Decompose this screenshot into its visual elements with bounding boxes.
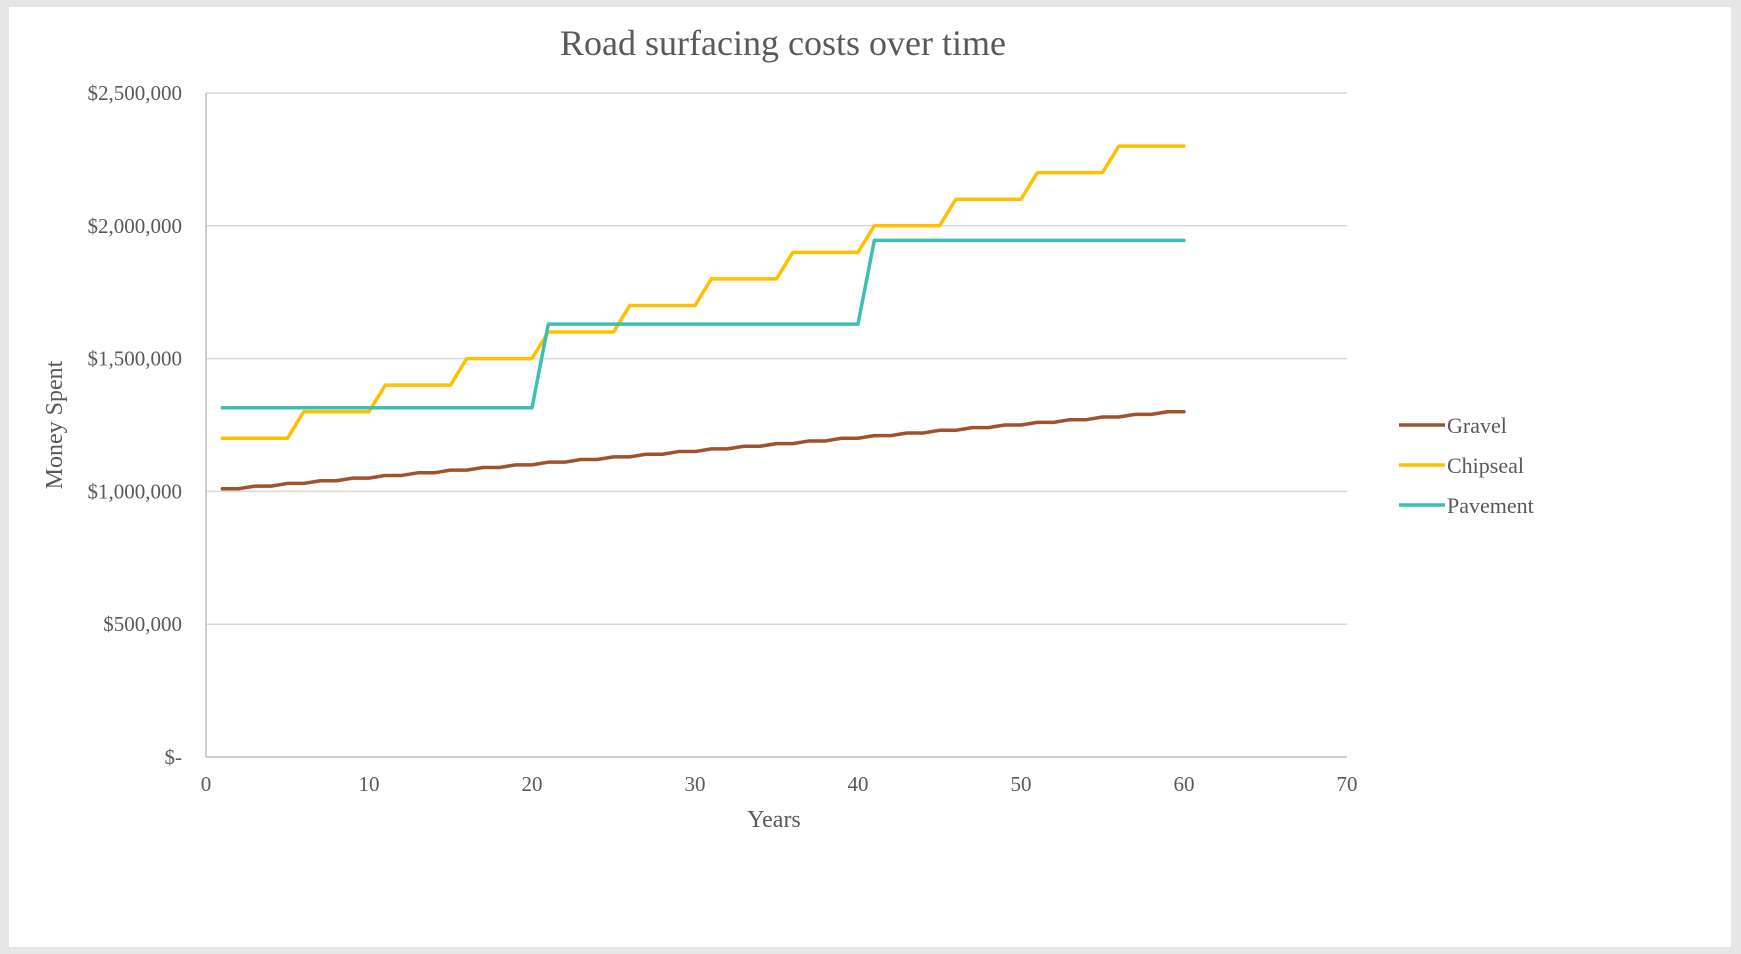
chart-title: Road surfacing costs over time — [560, 23, 1006, 63]
y-tick-label: $- — [165, 745, 183, 769]
x-tick-label: 20 — [522, 772, 543, 796]
x-tick-label: 0 — [201, 772, 212, 796]
x-tick-label: 10 — [359, 772, 380, 796]
legend: Gravel Chipseal Pavement — [1399, 413, 1534, 518]
x-tick-label: 60 — [1174, 772, 1195, 796]
legend-item-chipseal: Chipseal — [1399, 453, 1524, 478]
legend-item-pavement: Pavement — [1399, 493, 1534, 518]
series-lines — [220, 144, 1186, 491]
y-tick-label: $2,500,000 — [88, 81, 183, 105]
gridlines — [206, 92, 1347, 625]
y-axis-title: Money Spent — [42, 360, 68, 489]
x-axis-title: Years — [747, 807, 801, 833]
x-tick-label: 70 — [1337, 772, 1358, 796]
series-line-pavement — [220, 238, 1186, 410]
x-tick-label: 50 — [1011, 772, 1032, 796]
axes — [205, 93, 1347, 758]
y-tick-label: $500,000 — [103, 612, 182, 636]
tick-labels: $- $500,000 $1,000,000 $1,500,000 $2,000,000… — [88, 81, 1358, 796]
x-tick-label: 40 — [848, 772, 869, 796]
legend-label: Chipseal — [1447, 453, 1524, 478]
y-tick-label: $1,000,000 — [88, 479, 183, 503]
x-tick-label: 30 — [685, 772, 706, 796]
y-tick-label: $1,500,000 — [88, 347, 183, 371]
legend-label: Pavement — [1447, 493, 1534, 518]
series-line-chipseal — [220, 144, 1186, 441]
line-chart: $- $500,000 $1,000,000 $1,500,000 $2,000,000… — [42, 23, 1534, 833]
y-tick-label: $2,000,000 — [88, 214, 183, 238]
legend-item-gravel: Gravel — [1399, 413, 1507, 438]
legend-label: Gravel — [1447, 413, 1507, 438]
series-line-gravel — [220, 409, 1186, 491]
chart-frame: $- $500,000 $1,000,000 $1,500,000 $2,000,000… — [9, 7, 1731, 947]
